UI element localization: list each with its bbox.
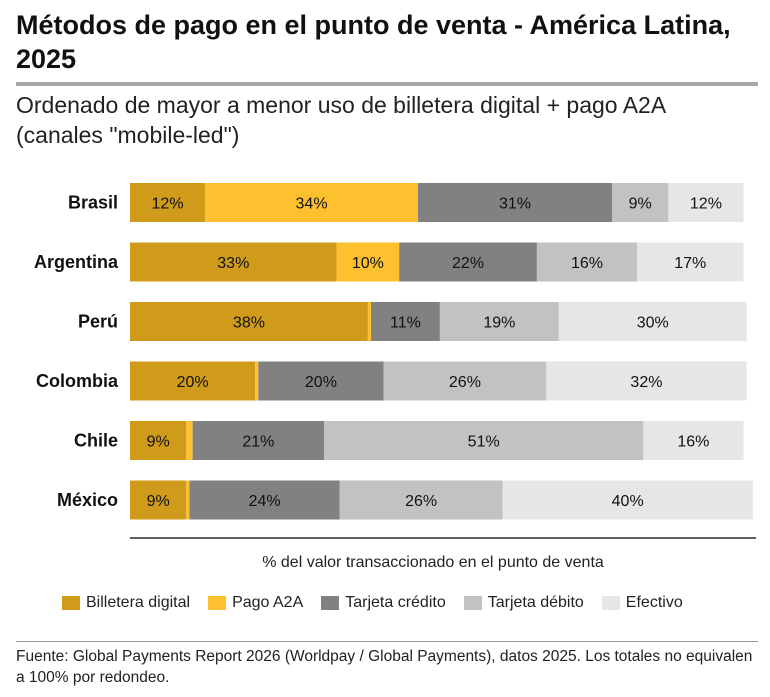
- bar-segment: [130, 302, 368, 341]
- data-label: 30%: [637, 315, 669, 332]
- bar-segment: [371, 302, 440, 341]
- chart-subtitle: Ordenado de mayor a menor uso de billete…: [16, 92, 665, 148]
- bar-segment: [205, 183, 418, 222]
- bar-area: 12% 34% 31% 9% 12% 33% 10% 22% 16% 17% 38% 11% 19% 30…: [130, 183, 753, 520]
- data-label: 34%: [296, 196, 328, 213]
- bar-segment: [383, 361, 547, 401]
- bar-segment: [637, 242, 744, 282]
- data-label: 20%: [305, 374, 337, 391]
- footer-divider: [16, 641, 758, 642]
- legend-swatch: [62, 596, 80, 610]
- stacked-bar-chart: 12% 34% 31% 9% 12% 33% 10% 22% 16% 17% 38% 11% 19% 30…: [34, 183, 756, 571]
- bar-segment: [536, 242, 638, 282]
- data-label: 16%: [677, 434, 709, 451]
- bar-segment: [130, 183, 206, 222]
- data-label: 26%: [405, 493, 437, 510]
- data-label: 38%: [233, 315, 265, 332]
- legend-label: Tarjeta débito: [487, 594, 584, 611]
- bar-segment: [546, 361, 747, 401]
- data-label: 20%: [177, 374, 209, 391]
- bar-segment: [439, 302, 559, 341]
- category-label: Argentina: [34, 252, 119, 272]
- data-label: 12%: [152, 196, 184, 213]
- legend-label: Pago A2A: [232, 594, 304, 611]
- data-label: 32%: [630, 374, 662, 391]
- category-label: Brasil: [68, 193, 118, 213]
- source-note: Fuente: Global Payments Report 2026 (Wor…: [16, 648, 753, 686]
- legend-item: Billetera digital: [62, 594, 190, 612]
- bar-segment: [339, 480, 503, 520]
- data-label: 31%: [499, 196, 531, 213]
- bar-segment: [186, 480, 190, 520]
- data-label: 9%: [629, 196, 652, 213]
- bar-segment: [643, 421, 744, 460]
- chart-title: Métodos de pago en el punto de venta - A…: [16, 10, 731, 74]
- data-label: 22%: [452, 255, 484, 272]
- bar-segment: [367, 302, 372, 341]
- bar-segment: [255, 361, 259, 401]
- legend-item: Efectivo: [601, 594, 683, 612]
- data-label: 11%: [390, 315, 421, 332]
- legend-swatch: [321, 596, 340, 610]
- legend-label: Efectivo: [625, 594, 683, 611]
- bar-segment: [189, 480, 340, 520]
- legend-swatch: [601, 596, 620, 610]
- x-axis-label: % del valor transaccionado en el punto d…: [262, 554, 604, 571]
- legend: Billetera digital Pago A2A Tarjeta crédito…: [62, 594, 701, 612]
- legend-swatch: [463, 596, 482, 610]
- data-label: 24%: [249, 493, 281, 510]
- legend-item: Pago A2A: [208, 594, 303, 612]
- legend-item: Tarjeta crédito: [321, 594, 446, 612]
- data-label: 19%: [483, 315, 515, 332]
- bar-segment: [502, 480, 753, 520]
- bar-segment: [130, 242, 337, 282]
- bar-segment: [258, 361, 384, 401]
- bar-segment: [192, 421, 325, 460]
- data-label: 26%: [449, 374, 481, 391]
- data-label: 21%: [242, 434, 274, 451]
- data-label: 9%: [147, 493, 170, 510]
- data-label: 9%: [147, 434, 170, 451]
- bar-segment: [612, 183, 669, 222]
- legend-label: Billetera digital: [86, 594, 191, 611]
- category-label: México: [57, 490, 118, 510]
- bar-segment: [399, 242, 537, 282]
- legend-item: Tarjeta débito: [463, 594, 584, 612]
- bar-segment: [417, 183, 613, 222]
- bar-segment: [558, 302, 747, 341]
- data-label: 17%: [674, 255, 706, 272]
- data-label: 12%: [690, 196, 722, 213]
- data-label: 33%: [217, 255, 249, 272]
- bar-segment: [186, 421, 193, 460]
- legend-label: Tarjeta crédito: [345, 594, 446, 611]
- data-label: 51%: [468, 434, 500, 451]
- bar-segment: [130, 361, 256, 401]
- category-labels: Brasil Argentina Perú Colombia Chile México: [34, 193, 119, 511]
- data-label: 40%: [612, 493, 644, 510]
- data-label: 16%: [571, 255, 603, 272]
- category-label: Perú: [78, 312, 118, 332]
- bar-segment: [324, 421, 644, 460]
- legend-swatch: [208, 596, 227, 610]
- category-label: Colombia: [36, 371, 119, 391]
- title-divider: [16, 82, 758, 86]
- category-label: Chile: [74, 431, 118, 451]
- bar-segment: [336, 242, 400, 282]
- data-label: 10%: [352, 255, 384, 272]
- bar-segment: [668, 183, 744, 222]
- bar-segment: [130, 480, 187, 520]
- bar-segment: [130, 421, 187, 460]
